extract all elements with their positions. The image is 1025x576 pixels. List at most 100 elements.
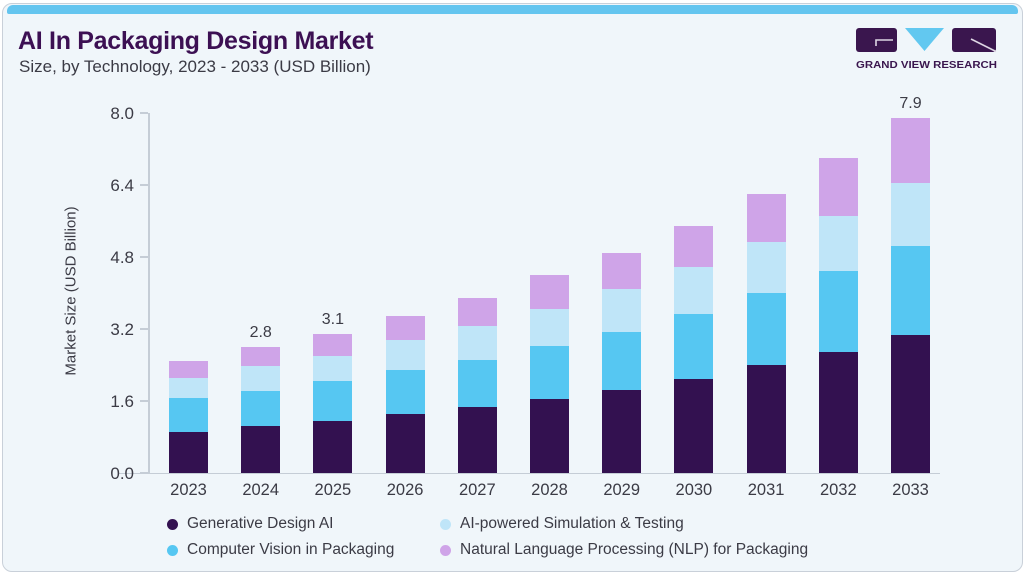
bar-segment <box>241 366 281 392</box>
bar-segment <box>746 241 786 294</box>
y-tick-label: 4.8 <box>110 247 134 267</box>
x-tick-label: 2031 <box>747 481 785 499</box>
bar-2032 <box>818 158 858 473</box>
legend-item: Natural Language Processing (NLP) for Pa… <box>440 541 808 559</box>
bar-segment <box>818 158 858 216</box>
bar-2033 <box>891 117 930 473</box>
bar-value-label: 2.8 <box>249 324 272 341</box>
bar-segment <box>385 339 425 370</box>
bar-segment <box>674 267 714 314</box>
logo-r-leg <box>970 38 997 53</box>
bar-segment <box>457 360 497 407</box>
legend-dot-computer-vision <box>167 544 178 556</box>
x-tick-label: 2028 <box>531 481 568 499</box>
bar-segment <box>818 271 858 352</box>
page-subtitle: Size, by Technology, 2023 - 2033 (USD Bi… <box>19 57 371 76</box>
bar-segment <box>241 347 281 367</box>
x-tick-label: 2030 <box>675 481 713 499</box>
y-tick-label: 0.0 <box>110 463 134 483</box>
x-tick-label: 2023 <box>170 481 207 499</box>
bar-2023 <box>169 360 208 473</box>
bar-segment <box>385 369 425 414</box>
bar-2027 <box>457 297 497 473</box>
bar-value-label: 7.9 <box>899 94 922 112</box>
page-title: AI In Packaging Design Market <box>18 27 374 55</box>
legend-dot-nlp <box>440 544 451 556</box>
y-tick-label: 1.6 <box>110 391 134 411</box>
bar-2026 <box>385 315 425 473</box>
bar-segment <box>891 246 930 336</box>
bar-segment <box>818 351 858 473</box>
bar-segment <box>602 289 642 333</box>
y-tick-label: 3.2 <box>110 319 134 339</box>
accent-bar <box>7 5 1018 14</box>
bar-segment <box>674 225 714 268</box>
legend-label: Natural Language Processing (NLP) for Pa… <box>460 541 809 558</box>
bar-segment <box>169 377 208 398</box>
bar-segment <box>746 194 786 242</box>
bar-segment <box>674 313 714 379</box>
y-tick-label: 6.4 <box>110 175 134 195</box>
y-tick-mark <box>140 256 148 258</box>
bar-segment <box>313 420 353 473</box>
bar-segment <box>169 431 208 473</box>
logo-v-triangle-icon <box>905 28 944 51</box>
bar-segment <box>674 378 714 473</box>
bar-2028 <box>530 275 569 473</box>
logo-brand-text: GRAND VIEW RESEARCH <box>856 60 997 71</box>
x-tick-label: 2029 <box>603 481 641 499</box>
y-tick-mark <box>140 472 148 474</box>
legend-label: Generative Design AI <box>187 515 334 532</box>
legend-dot-ai-powered-simulation <box>440 518 451 530</box>
bar-segment <box>530 345 569 400</box>
x-tick-label: 2024 <box>242 481 280 499</box>
y-tick-label: 8.0 <box>110 103 134 123</box>
bar-2031 <box>746 194 786 473</box>
bar-segment <box>818 215 858 272</box>
bar-segment <box>385 413 425 473</box>
x-tick-label: 2033 <box>892 481 929 499</box>
y-axis-title: Market Size (USD Billion) <box>62 206 80 376</box>
bar-segment <box>313 380 353 421</box>
x-tick-label: 2025 <box>314 481 352 499</box>
bar-segment <box>385 315 425 340</box>
legend-label: AI-powered Simulation & Testing <box>460 515 684 532</box>
y-tick-mark <box>140 184 148 186</box>
bar-2030 <box>674 225 714 473</box>
bar-segment <box>241 391 281 427</box>
bar-segment <box>169 360 208 378</box>
chart-legend: Generative Design AI AI-powered Simulati… <box>167 511 808 563</box>
bar-segment <box>746 293 786 366</box>
y-tick-mark <box>140 112 148 114</box>
y-tick-mark <box>140 328 148 330</box>
x-axis-line <box>118 472 940 474</box>
bar-2025 <box>313 333 353 473</box>
bar-segment <box>602 252 642 290</box>
legend-item: Computer Vision in Packaging <box>167 541 440 559</box>
bar-segment <box>746 365 786 473</box>
bar-segment <box>457 325 497 361</box>
bar-segment <box>530 309 569 346</box>
bar-segment <box>891 183 930 247</box>
bar-segment <box>313 355 353 381</box>
bar-segment <box>891 117 930 184</box>
bar-segment <box>313 333 353 356</box>
y-axis-line <box>148 113 150 473</box>
bar-segment <box>530 275 569 310</box>
x-tick-label: 2026 <box>386 481 424 499</box>
legend-label: Computer Vision in Packaging <box>187 541 395 558</box>
bar-segment <box>530 399 569 473</box>
bar-segment <box>602 390 642 473</box>
logo-g-notch <box>875 39 893 46</box>
bar-segment <box>457 297 497 326</box>
x-tick-label: 2032 <box>819 481 857 499</box>
bar-2029 <box>602 252 642 473</box>
bar-segment <box>169 397 208 432</box>
bar-value-label: 3.1 <box>321 310 345 328</box>
bar-segment <box>891 335 930 473</box>
legend-item: AI-powered Simulation & Testing <box>440 515 808 533</box>
bar-segment <box>241 426 281 473</box>
bar-segment <box>457 406 497 473</box>
x-tick-label: 2027 <box>458 481 496 499</box>
